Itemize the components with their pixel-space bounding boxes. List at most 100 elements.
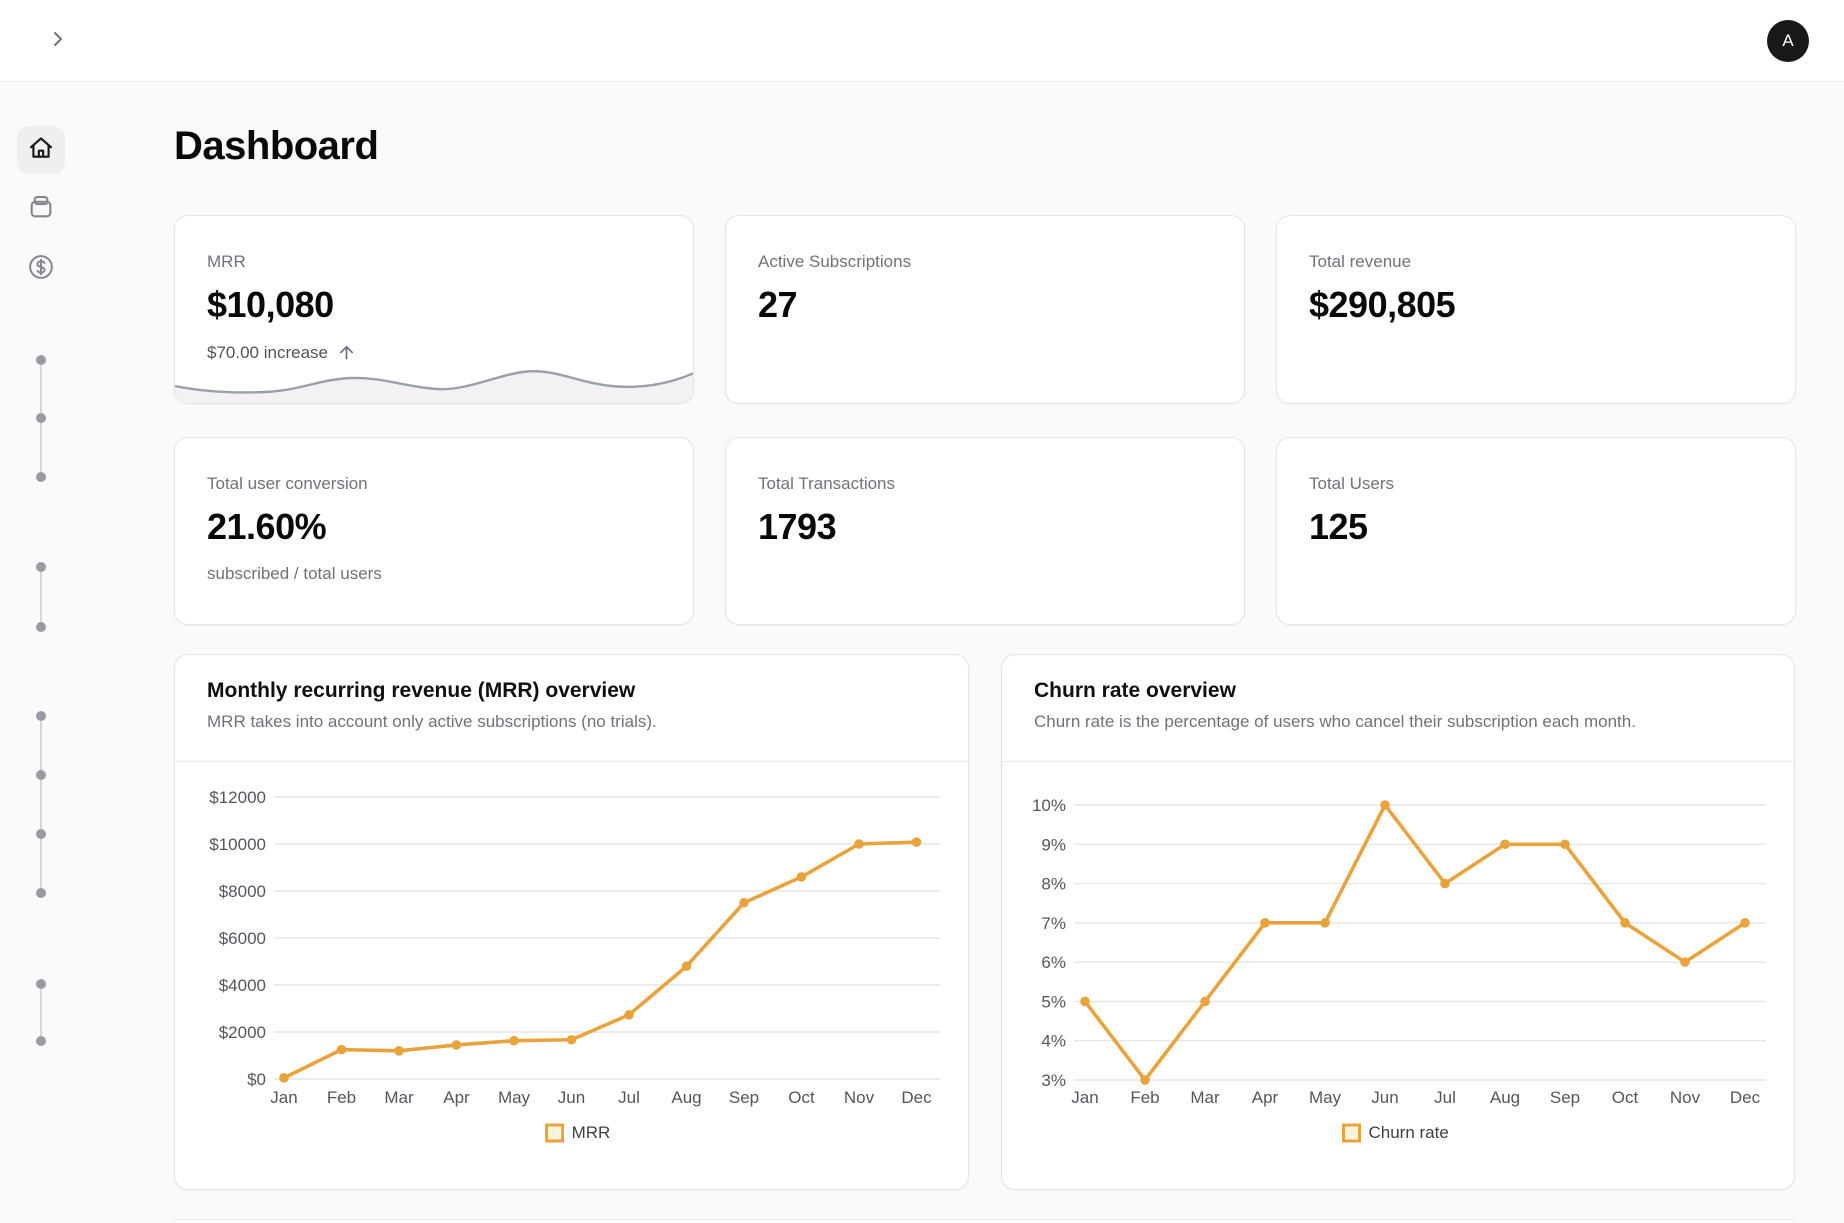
svg-text:Jun: Jun — [558, 1088, 585, 1107]
svg-text:Jan: Jan — [270, 1088, 297, 1107]
svg-text:10%: 10% — [1032, 796, 1066, 815]
svg-text:Jul: Jul — [618, 1088, 640, 1107]
svg-text:Apr: Apr — [1252, 1088, 1279, 1107]
svg-text:MRR: MRR — [572, 1123, 611, 1142]
chart-subtitle: Churn rate is the percentage of users wh… — [1034, 712, 1636, 731]
svg-text:Sep: Sep — [1550, 1088, 1580, 1107]
svg-text:8%: 8% — [1041, 875, 1066, 894]
sidebar-item-subscriptions[interactable] — [17, 185, 65, 233]
chart-header: Churn rate overview Churn rate is the pe… — [1002, 655, 1794, 762]
stat-card-mrr: MRR $10,080 $70.00 increase — [174, 215, 694, 404]
svg-text:Nov: Nov — [844, 1088, 875, 1107]
stat-label: Total revenue — [1309, 252, 1412, 271]
chevron-right-icon — [46, 27, 70, 56]
mrr-chart-card: Monthly recurring revenue (MRR) overview… — [174, 654, 969, 1190]
timeline-dot — [36, 355, 46, 365]
svg-text:Dec: Dec — [1730, 1088, 1761, 1107]
timeline-dot — [36, 622, 46, 632]
chart-title: Churn rate overview — [1034, 679, 1236, 702]
arrow-up-icon — [336, 342, 357, 363]
stat-value: 1793 — [758, 506, 837, 547]
svg-text:Oct: Oct — [788, 1088, 815, 1107]
svg-text:Feb: Feb — [327, 1088, 356, 1107]
svg-text:Apr: Apr — [443, 1088, 470, 1107]
stat-value: $290,805 — [1309, 284, 1456, 325]
sidebar-item-home[interactable] — [17, 126, 65, 174]
svg-text:9%: 9% — [1041, 835, 1066, 854]
stat-card-user-conversion: Total user conversion 21.60% subscribed … — [174, 437, 694, 625]
svg-text:$4000: $4000 — [219, 976, 266, 995]
stat-value: $10,080 — [207, 284, 334, 325]
stat-label: Total Transactions — [758, 474, 896, 493]
svg-text:$0: $0 — [247, 1070, 266, 1089]
svg-text:3%: 3% — [1041, 1071, 1066, 1090]
sidebar — [0, 82, 86, 1222]
dollar-circle-icon — [27, 253, 55, 286]
svg-text:Oct: Oct — [1612, 1088, 1639, 1107]
stat-label: MRR — [207, 252, 246, 271]
svg-text:Dec: Dec — [901, 1088, 932, 1107]
svg-text:Jan: Jan — [1071, 1088, 1098, 1107]
timeline-dot — [36, 979, 46, 989]
stat-label: Active Subscriptions — [758, 252, 912, 271]
svg-text:Nov: Nov — [1670, 1088, 1701, 1107]
stat-sub-label: subscribed / total users — [207, 564, 382, 583]
stat-card-active-subscriptions: Active Subscriptions 27 — [725, 215, 1245, 404]
sidebar-toggle-button[interactable] — [44, 27, 72, 55]
mrr-sparkline — [175, 370, 693, 403]
timeline-connector — [40, 567, 42, 627]
stat-value: 125 — [1309, 506, 1368, 547]
svg-text:$8000: $8000 — [219, 882, 266, 901]
svg-text:Mar: Mar — [384, 1088, 414, 1107]
next-section-edge — [174, 1219, 1795, 1223]
chart-header: Monthly recurring revenue (MRR) overview… — [175, 655, 968, 762]
svg-text:May: May — [498, 1088, 531, 1107]
timeline-connector — [40, 716, 42, 893]
topbar: A — [0, 0, 1844, 82]
stat-value: 21.60% — [207, 506, 327, 547]
timeline-dot — [36, 562, 46, 572]
timeline-dot — [36, 770, 46, 780]
timeline-dot — [36, 829, 46, 839]
chart-title: Monthly recurring revenue (MRR) overview — [207, 679, 636, 702]
page-title: Dashboard — [174, 124, 379, 168]
svg-text:$12000: $12000 — [209, 788, 266, 807]
avatar-initial: A — [1782, 31, 1794, 50]
timeline-connector — [40, 984, 42, 1041]
svg-text:4%: 4% — [1041, 1032, 1066, 1051]
stat-delta: $70.00 increase — [207, 342, 661, 363]
svg-text:$2000: $2000 — [219, 1023, 266, 1042]
svg-text:May: May — [1309, 1088, 1342, 1107]
stat-value: 27 — [758, 284, 798, 325]
timeline-dot — [36, 888, 46, 898]
churn-chart-card: Churn rate overview Churn rate is the pe… — [1001, 654, 1795, 1190]
churn-line-chart[interactable]: 3% 4% 5% 6% 7% 8% 9% 10% Jan Feb Mar Apr May Jun Jul Au… — [1002, 762, 1794, 1190]
chart-subtitle: MRR takes into account only active subsc… — [207, 712, 657, 731]
stat-label: Total user conversion — [207, 474, 368, 493]
timeline-dot — [36, 413, 46, 423]
wallet-icon — [27, 193, 55, 226]
stat-card-total-revenue: Total revenue $290,805 — [1276, 215, 1796, 404]
svg-text:$6000: $6000 — [219, 929, 266, 948]
mrr-line-chart[interactable]: $0 $2000 $4000 $6000 $8000 $10000 $12000 Jan Feb… — [175, 762, 968, 1190]
svg-text:6%: 6% — [1041, 953, 1066, 972]
svg-text:Sep: Sep — [729, 1088, 759, 1107]
sidebar-item-revenue[interactable] — [17, 245, 65, 293]
timeline-dot — [36, 472, 46, 482]
svg-text:Aug: Aug — [671, 1088, 701, 1107]
svg-text:Jun: Jun — [1371, 1088, 1398, 1107]
stat-label: Total Users — [1309, 474, 1395, 493]
home-icon — [28, 135, 54, 166]
stat-card-total-transactions: Total Transactions 1793 — [725, 437, 1245, 625]
svg-text:Feb: Feb — [1130, 1088, 1159, 1107]
stat-delta-text: $70.00 increase — [207, 342, 328, 362]
svg-text:Aug: Aug — [1490, 1088, 1520, 1107]
avatar[interactable]: A — [1767, 20, 1809, 62]
stat-card-total-users: Total Users 125 — [1276, 437, 1796, 625]
svg-text:7%: 7% — [1041, 914, 1066, 933]
svg-text:5%: 5% — [1041, 992, 1066, 1011]
svg-text:Mar: Mar — [1190, 1088, 1220, 1107]
timeline-dot — [36, 711, 46, 721]
svg-text:Jul: Jul — [1434, 1088, 1456, 1107]
timeline-dot — [36, 1036, 46, 1046]
